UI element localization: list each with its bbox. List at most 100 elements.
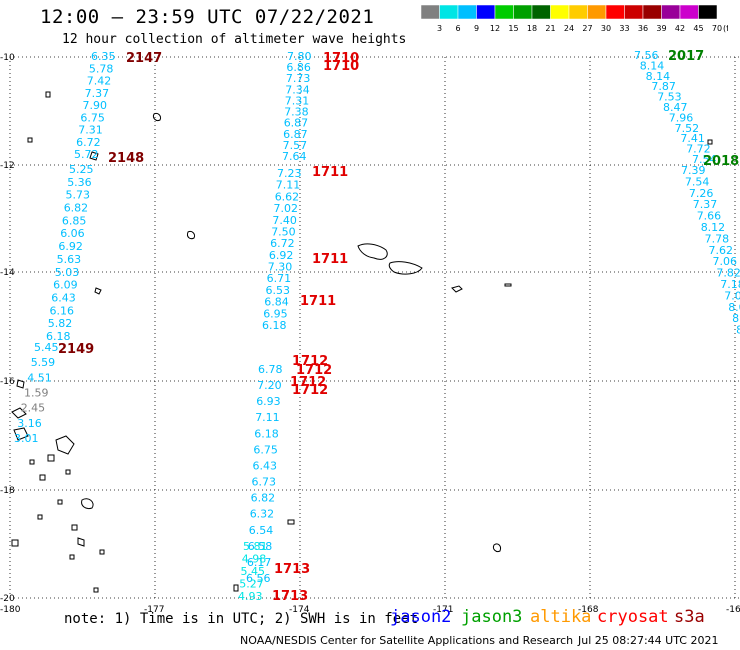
wave-height-value: 8.02 xyxy=(728,301,740,314)
lat-lon-grid xyxy=(9,56,740,599)
legend-label: 30 xyxy=(601,24,611,33)
wave-height-value: 7.11 xyxy=(276,179,301,192)
wave-height-value: 7.52 xyxy=(675,122,700,135)
pass-id-label: 1710 xyxy=(323,51,359,66)
legend-label: 6 xyxy=(455,24,460,33)
pass-id-label: 1711 xyxy=(312,252,348,267)
wave-height-value: 7.54 xyxy=(692,153,717,166)
wave-height-value: 5.36 xyxy=(67,176,92,189)
wave-height-value: 7.80 xyxy=(287,50,312,63)
wave-height-value: 6.93 xyxy=(256,395,281,408)
pass-id-label: 1713 xyxy=(274,562,310,577)
island-outlines xyxy=(11,91,713,593)
satellite-cryosat: cryosat xyxy=(597,607,669,627)
wave-height-value: 8.14 xyxy=(640,59,665,72)
pass-id-label: 2149 xyxy=(58,342,94,357)
lon-label: -16 xyxy=(726,605,740,615)
credit-line: NOAA/NESDIS Center for Satellite Applica… xyxy=(240,634,574,647)
wave-height-value: 7.50 xyxy=(271,226,296,239)
wave-height-value: 7.66 xyxy=(697,210,722,223)
wave-height-value: 7.87 xyxy=(651,80,676,93)
satellite-s3a: s3a xyxy=(674,607,705,627)
wave-height-value: 1.59 xyxy=(24,387,49,400)
longitude-labels: -180 -177 -174 -171 -168 -16 xyxy=(0,605,740,615)
wave-height-value: 7.34 xyxy=(285,83,310,96)
legend-label: 21 xyxy=(545,24,555,33)
wave-height-value: 6.54 xyxy=(249,524,273,537)
legend-label: 18 xyxy=(527,24,537,33)
wave-height-value: 6.84 xyxy=(264,296,289,309)
legend-label: 3 xyxy=(437,24,442,33)
pass-id-label: 1712 xyxy=(296,363,332,378)
wave-height-value: 5.03 xyxy=(55,266,80,279)
wave-height-value: 7.53 xyxy=(657,91,682,104)
island-outline xyxy=(493,543,501,552)
wave-height-value: 6.17 xyxy=(247,556,272,569)
pass-id-label: 1713 xyxy=(272,589,308,604)
legend-swatch xyxy=(698,5,718,20)
wave-height-value: 7.82 xyxy=(716,267,740,280)
wave-height-value: 6.72 xyxy=(270,237,295,250)
wave-height-value: 5.78 xyxy=(89,62,114,75)
wave-height-value: 5.27 xyxy=(239,578,263,591)
wave-height-value: 6.71 xyxy=(267,272,292,285)
wave-height-value: 5.45 xyxy=(241,565,266,578)
wave-height-value: 6.85 xyxy=(62,214,87,227)
legend-label: 9 xyxy=(474,24,479,33)
island-outline xyxy=(451,285,463,293)
wave-height-value: 5.59 xyxy=(31,356,56,369)
wave-height-value: 6.58 xyxy=(248,540,272,553)
lon-label: -168 xyxy=(578,605,599,615)
wave-height-value: 2.45 xyxy=(21,402,46,415)
wave-height-value: 6.16 xyxy=(50,304,75,317)
legend-label: 42 xyxy=(675,24,685,33)
legend-label: 70 xyxy=(712,24,722,33)
wave-height-value: 6.56 xyxy=(246,572,271,585)
wave-height-value: 7.39 xyxy=(681,164,706,177)
pass-id-label: 1712 xyxy=(292,383,328,398)
wave-height-value: 6.18 xyxy=(46,330,71,343)
wave-height-value: 6.32 xyxy=(250,508,275,521)
wave-height-value: 7.42 xyxy=(87,75,112,88)
satellite-jason3: jason3 xyxy=(461,607,523,627)
pass-id-label: 1711 xyxy=(300,294,336,309)
wave-height-value: 5.81 xyxy=(243,540,268,553)
wave-height-value: 5.72 xyxy=(74,148,99,161)
wave-height-value: 7.37 xyxy=(693,198,718,211)
island-outline xyxy=(94,287,102,295)
wallis-outline xyxy=(187,231,195,240)
wave-height-value: 4.98 xyxy=(242,553,266,566)
wave-height-value: 8.0 xyxy=(732,312,740,325)
wave-height-value: 6.62 xyxy=(275,190,300,203)
legend-label: 12 xyxy=(490,24,500,33)
wave-height-value: 3.01 xyxy=(14,432,39,445)
pass-id-label: 1710 xyxy=(323,59,359,74)
wave-height-value: 7.26 xyxy=(689,187,714,200)
wave-height-value: 7.72 xyxy=(686,143,711,156)
pass-id-label: 2017 xyxy=(668,49,704,64)
wave-height-value: 7.73 xyxy=(286,72,311,85)
lat-label: -14 xyxy=(0,268,15,278)
wave-height-value: 7.90 xyxy=(83,99,108,112)
footer-note: note: 1) Time is in UTC; 2) SWH is in fe… xyxy=(64,611,419,627)
wave-height-value: 6.06 xyxy=(60,227,84,240)
pass-id-label: 1712 xyxy=(290,375,326,390)
lat-label: -20 xyxy=(0,594,15,604)
lon-label: -177 xyxy=(144,605,164,615)
wave-height-value: 8.47 xyxy=(663,101,688,114)
wave-height-value: 6.87 xyxy=(284,117,309,130)
wave-height-value: 7.11 xyxy=(255,411,280,424)
wave-height-value: 7.18 xyxy=(720,278,740,291)
map-title: 12:00 – 23:59 UTC 07/22/2021 xyxy=(40,6,375,28)
wave-height-value: 8 xyxy=(736,324,740,337)
island-outline xyxy=(504,283,512,287)
wave-height-value: 6.75 xyxy=(253,443,278,456)
lon-label: -180 xyxy=(0,605,21,615)
wave-height-value: 6.18 xyxy=(262,319,287,332)
wave-height-value: 7.54 xyxy=(685,175,710,188)
legend-label: 33 xyxy=(619,24,629,33)
wave-height-value: 5.45 xyxy=(34,341,59,354)
wave-height-value: 5.82 xyxy=(48,317,73,330)
